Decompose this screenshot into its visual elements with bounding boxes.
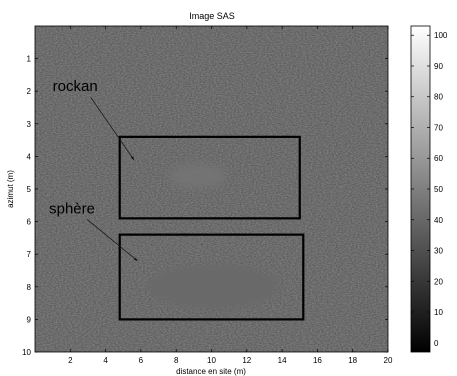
x-tick-label: 2 (68, 356, 73, 365)
colorbar-tick-label: 20 (434, 277, 443, 286)
target-boxes (118, 135, 305, 321)
colorbar-tick-label: 30 (434, 247, 443, 256)
x-axis-ticks: 2 4 6 8 10 12 14 16 18 20 (68, 26, 393, 365)
y-tick-label: 9 (27, 315, 32, 324)
x-tick-label: 6 (139, 356, 144, 365)
colorbar-tick-label: 50 (434, 185, 443, 194)
x-tick-label: 18 (348, 356, 357, 365)
colorbar-tick-label: 80 (434, 93, 443, 102)
annotation-arrow (86, 219, 138, 261)
target-label: sphère (49, 200, 95, 217)
y-tick-label: 6 (27, 218, 32, 227)
x-tick-label: 8 (174, 356, 179, 365)
colorbar-tick-label: 60 (434, 154, 443, 163)
y-tick-label: 8 (27, 283, 32, 292)
x-tick-label: 14 (278, 356, 287, 365)
y-tick-label: 7 (27, 250, 32, 259)
y-tick-label: 2 (27, 87, 32, 96)
target-shadow (169, 163, 226, 189)
y-tick-label: 3 (27, 120, 32, 129)
y-tick-label: 10 (22, 348, 31, 357)
colorbar-tick-label: 90 (434, 62, 443, 71)
target-shadows (147, 163, 279, 309)
x-tick-label: 4 (103, 356, 108, 365)
colorbar-tick-label: 100 (434, 31, 448, 40)
annotations: rockan sphère (49, 78, 138, 261)
x-tick-label: 10 (207, 356, 216, 365)
colorbar-ticks: 0 10 20 30 40 50 60 70 80 90 100 (411, 31, 448, 348)
y-tick-label: 4 (27, 152, 32, 161)
y-axis-label: azimut (m) (6, 170, 15, 208)
image-plot-area (34, 25, 389, 353)
y-tick-label: 5 (27, 185, 32, 194)
target-box (118, 135, 301, 220)
colorbar-tick-label: 40 (434, 216, 443, 225)
target-shadow (147, 264, 279, 309)
y-tick-label: 1 (27, 55, 32, 64)
colorbar-tick-label: 70 (434, 123, 443, 132)
x-tick-label: 12 (242, 356, 251, 365)
colorbar-tick-label: 0 (434, 339, 439, 348)
colorbar: 0 10 20 30 40 50 60 70 80 90 100 (410, 25, 448, 353)
x-tick-label: 20 (384, 356, 393, 365)
y-axis-ticks: 1 2 3 4 5 6 7 8 9 10 (22, 55, 388, 357)
x-axis-label: distance en site (m) (176, 367, 246, 376)
target-label: rockan (53, 78, 98, 95)
x-tick-label: 16 (313, 356, 322, 365)
colorbar-tick-label: 10 (434, 308, 443, 317)
chart-title: Image SAS (189, 11, 235, 21)
target-box (118, 233, 305, 321)
annotation-arrow (90, 97, 135, 160)
